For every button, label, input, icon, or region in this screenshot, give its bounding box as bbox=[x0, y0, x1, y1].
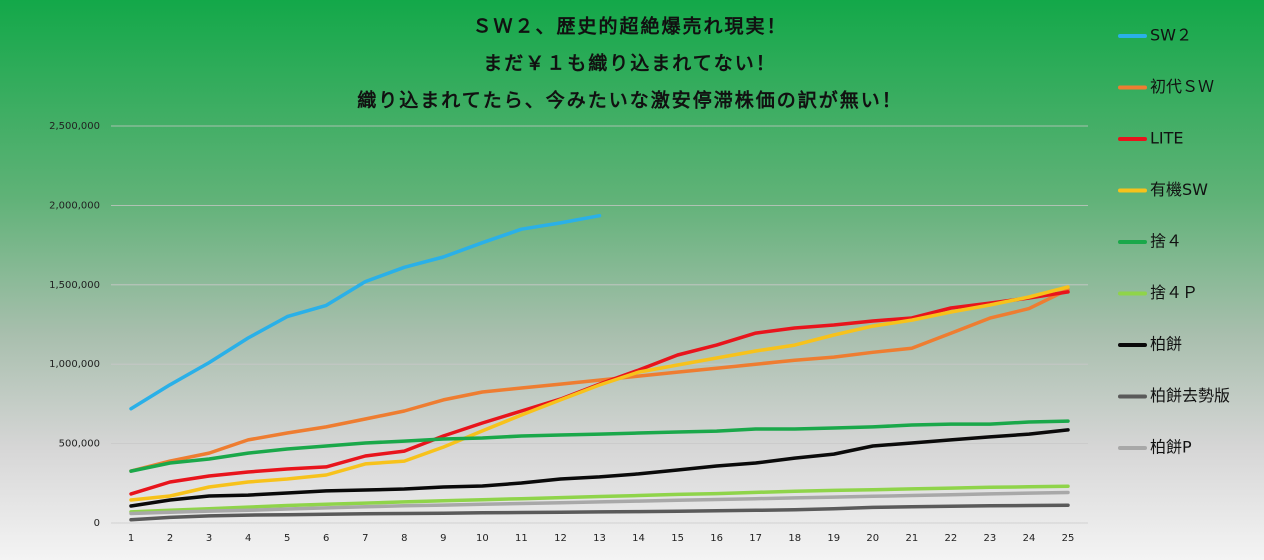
x-tick-label: 20 bbox=[866, 533, 879, 544]
x-tick-label: 9 bbox=[440, 533, 446, 544]
y-tick-label: 0 bbox=[94, 518, 100, 529]
x-tick-label: 25 bbox=[1062, 533, 1075, 544]
chart-title: 織り込まれてたら、今みたいな激安停滞株価の訳が無い！ bbox=[357, 89, 902, 112]
series-line bbox=[129, 285, 1070, 502]
x-tick-label: 12 bbox=[554, 533, 567, 544]
legend-label: 初代ＳＷ bbox=[1150, 77, 1214, 96]
legend-label: 柏餅去勢版 bbox=[1150, 386, 1230, 405]
x-tick-label: 18 bbox=[788, 533, 801, 544]
series-line bbox=[129, 213, 602, 411]
x-tick-label: 10 bbox=[476, 533, 489, 544]
x-tick-label: 19 bbox=[827, 533, 840, 544]
series-line bbox=[129, 290, 1070, 496]
y-tick-label: 1,000,000 bbox=[49, 359, 100, 370]
y-tick-label: 2,000,000 bbox=[49, 200, 100, 211]
legend-label: 有機SW bbox=[1150, 180, 1208, 199]
x-tick-label: 11 bbox=[515, 533, 528, 544]
chart-title: まだ￥１も織り込まれてない！ bbox=[483, 52, 776, 75]
x-tick-label: 8 bbox=[401, 533, 407, 544]
x-tick-label: 5 bbox=[284, 533, 290, 544]
series-line bbox=[129, 484, 1070, 514]
series-line bbox=[129, 419, 1070, 473]
legend-label: 柏餅 bbox=[1150, 335, 1182, 354]
x-tick-label: 2 bbox=[167, 533, 173, 544]
legend-label: 柏餅P bbox=[1150, 438, 1192, 457]
x-tick-label: 15 bbox=[671, 533, 684, 544]
legend-label: LITE bbox=[1150, 129, 1184, 148]
y-tick-label: 500,000 bbox=[59, 439, 100, 450]
legend-label: 捨４ bbox=[1150, 232, 1182, 251]
x-tick-label: 24 bbox=[1023, 533, 1036, 544]
legend-label: SW２ bbox=[1150, 26, 1192, 45]
x-tick-label: 13 bbox=[593, 533, 606, 544]
chart-title: ＳＷ２、歴史的超絶爆売れ現実！ bbox=[472, 15, 787, 38]
x-tick-label: 23 bbox=[984, 533, 997, 544]
x-tick-label: 16 bbox=[710, 533, 723, 544]
x-tick-label: 21 bbox=[905, 533, 918, 544]
y-tick-label: 1,500,000 bbox=[49, 280, 100, 291]
x-tick-label: 17 bbox=[749, 533, 762, 544]
x-tick-label: 3 bbox=[206, 533, 212, 544]
series-line bbox=[129, 287, 1070, 473]
legend-label: 捨４Ｐ bbox=[1150, 283, 1198, 302]
x-tick-label: 4 bbox=[245, 533, 251, 544]
series-line bbox=[129, 428, 1070, 508]
x-tick-label: 7 bbox=[362, 533, 368, 544]
x-tick-label: 22 bbox=[945, 533, 958, 544]
x-tick-label: 14 bbox=[632, 533, 645, 544]
y-tick-label: 2,500,000 bbox=[49, 121, 100, 132]
series-line bbox=[129, 490, 1070, 516]
x-tick-label: 6 bbox=[323, 533, 329, 544]
series-line bbox=[129, 503, 1070, 522]
x-tick-label: 1 bbox=[128, 533, 134, 544]
